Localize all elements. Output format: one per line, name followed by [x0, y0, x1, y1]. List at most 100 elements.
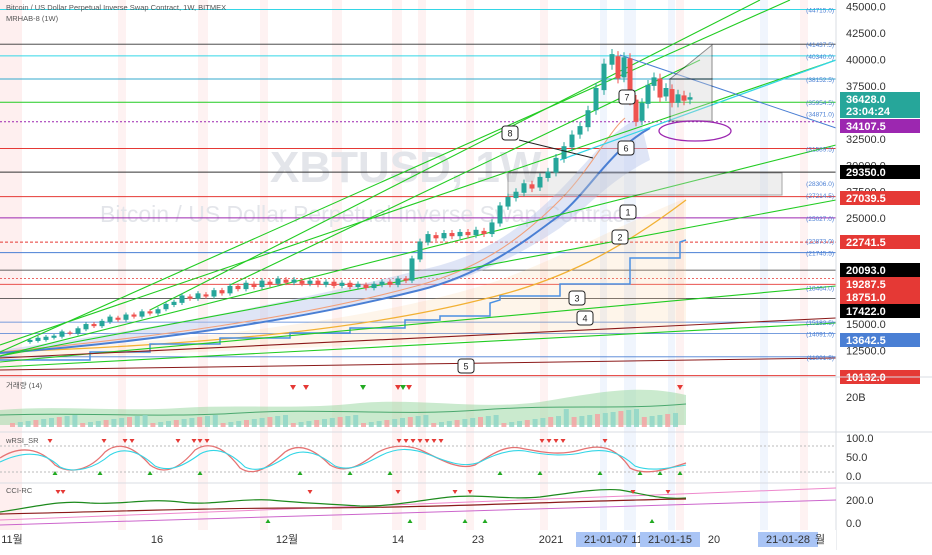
volume-bar	[173, 420, 179, 427]
volume-bar	[111, 419, 117, 427]
blue-ema-curve	[0, 127, 651, 354]
level-label: (41437.5)	[806, 42, 834, 49]
candle-body	[553, 157, 559, 173]
volume-bar	[103, 420, 109, 427]
annotations: 1 2 34 5 6 7 8	[457, 89, 637, 374]
annotation-2: 2	[611, 229, 629, 245]
time-axis-highlight	[576, 532, 636, 547]
volume-bar	[602, 413, 608, 427]
candle-body	[123, 314, 129, 320]
candle-body	[147, 311, 153, 314]
cci-pane: 200.0 0.0	[0, 487, 874, 530]
rsi-marker	[602, 439, 608, 443]
price-tick: 42500.0	[846, 28, 886, 40]
green-trendline	[0, 199, 837, 357]
price-tag-text: 13642.5	[846, 335, 886, 347]
cci-marker	[649, 519, 655, 523]
cci-marker	[407, 519, 413, 523]
annotation-text: 2	[617, 233, 622, 243]
volume-bar	[649, 416, 655, 427]
candle-body	[473, 229, 479, 236]
cci-marker	[630, 490, 636, 494]
time-axis-label: 2021	[539, 534, 563, 546]
rsi-tick: 100.0	[846, 433, 874, 445]
price-tick: 32500.0	[846, 134, 886, 146]
volume-bar	[17, 422, 23, 427]
price-tag-text: 10132.0	[846, 372, 886, 384]
volume-bar	[142, 415, 148, 427]
level-label: (18464.0)	[806, 285, 834, 292]
volume-bar	[392, 419, 398, 427]
candle-body	[219, 290, 225, 294]
green-trendline	[0, 59, 837, 346]
green-trendline	[0, 285, 837, 363]
annotation-8: 8	[501, 125, 519, 141]
candle-body	[283, 279, 289, 283]
candle-body	[27, 339, 33, 343]
level-label: (22873.0)	[806, 239, 834, 246]
price-tag: 36428.0	[840, 92, 920, 106]
candle-body	[67, 332, 73, 334]
candle-body	[621, 57, 627, 78]
level-label: (34871.0)	[806, 112, 834, 119]
volume-marker	[290, 385, 296, 390]
volume-bar	[423, 415, 429, 427]
volume-bar	[322, 419, 327, 427]
candle-body	[513, 191, 519, 199]
candle-body	[457, 231, 463, 237]
annotation-box	[568, 290, 586, 306]
candle-body	[489, 222, 495, 235]
time-axis-label: 월	[815, 533, 825, 546]
volume-bar	[220, 423, 226, 427]
volume-bar	[501, 423, 507, 427]
level-label: (31589.5)	[806, 146, 834, 153]
volume-bar	[470, 418, 476, 427]
price-tag-bg	[840, 304, 920, 318]
shade-band	[668, 0, 675, 530]
annotation-box	[619, 204, 637, 220]
price-tag-text: 23:04:24	[846, 106, 891, 118]
volume-bar	[407, 417, 413, 427]
descending-trendline	[619, 54, 837, 129]
rsi-marker	[387, 471, 393, 475]
rsi-marker	[129, 439, 135, 443]
shade-band	[540, 0, 548, 530]
candle-body	[657, 78, 663, 98]
volume-bar	[244, 420, 249, 427]
green-trendline	[149, 0, 761, 311]
background-bands	[0, 0, 808, 530]
volume-bar	[134, 416, 140, 427]
cci-signal	[0, 498, 687, 515]
candle-body	[561, 146, 567, 159]
volume-bar	[119, 418, 125, 427]
candle-body	[669, 89, 675, 103]
candle-body	[645, 84, 651, 104]
volume-bar	[493, 415, 499, 427]
volume-bar	[41, 419, 47, 427]
rsi-marker	[197, 439, 203, 443]
candle-body	[569, 134, 575, 148]
volume-bar	[33, 420, 39, 427]
volume-bar	[10, 423, 15, 427]
rsi-marker	[204, 439, 210, 443]
candle-body	[601, 63, 607, 91]
rsi-marker	[197, 471, 203, 475]
time-axis-label: 14	[392, 534, 404, 546]
candle-body	[235, 285, 241, 290]
shade-band	[260, 0, 268, 530]
price-tag: 22741.5	[840, 235, 920, 249]
volume-bar	[259, 418, 265, 427]
candle-body	[339, 282, 345, 286]
price-tag-text: 36428.0	[846, 94, 886, 106]
candle-body	[395, 278, 401, 285]
time-axis-label: 11월	[1, 533, 23, 546]
price-tags[interactable]: 36428.023:04:24 34107.5 29350.0 27039.5 2274…	[840, 92, 920, 384]
annotation-text: 7	[624, 93, 629, 103]
candle-body	[43, 336, 49, 340]
volume-bar	[610, 412, 616, 427]
annotation-box	[501, 125, 519, 141]
time-axis[interactable]: 11월 16 12월 14 23 2021 21-01-07 11 21-01-15 20 21-0…	[0, 530, 836, 550]
price-tag-text: 34107.5	[846, 121, 886, 133]
volume-bar	[189, 418, 195, 427]
